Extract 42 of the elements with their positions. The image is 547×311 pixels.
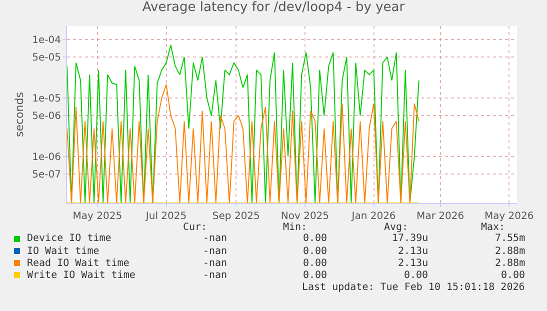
text: 0.00 — [303, 270, 328, 281]
y-axis-title: seconds — [12, 92, 26, 137]
line-series — [67, 44, 420, 203]
y-tick-label: 1e-04 — [32, 34, 61, 46]
text: Max: — [481, 222, 506, 233]
legend-label: IO Wait time — [27, 246, 100, 257]
y-tick-label: 1e-06 — [32, 152, 61, 163]
text: 2.13u — [398, 258, 428, 269]
text: 0.00 — [404, 270, 428, 281]
text: 0.00 — [501, 270, 526, 281]
text: Last update: Tue Feb 10 15:01:18 2026 — [302, 282, 525, 293]
x-tick-label: Nov 2025 — [280, 211, 330, 222]
x-tick-label: Sep 2025 — [212, 211, 260, 222]
text: 0.00 — [303, 233, 328, 244]
line-series — [67, 84, 420, 203]
text: 0.00 — [303, 246, 328, 257]
text: Avg: — [384, 222, 408, 233]
text: 2.88m — [495, 246, 526, 257]
text: 0.00 — [303, 258, 328, 269]
text: 17.39u — [392, 233, 428, 244]
text: 7.55m — [495, 233, 526, 244]
x-tick-label: Jul 2025 — [144, 211, 187, 222]
chart-title: Average latency for /dev/loop4 - by year — [142, 0, 406, 16]
text: -nan — [203, 270, 228, 281]
legend-label: Read IO Wait time — [27, 258, 130, 269]
legend-label: Write IO Wait time — [27, 270, 136, 281]
y-tick-label: 5e-05 — [32, 52, 61, 64]
x-tick-label: May 2026 — [484, 211, 534, 222]
text: -nan — [203, 258, 228, 269]
x-tick-label: Jan 2026 — [350, 211, 396, 222]
text: 2.88m — [495, 258, 526, 269]
text: Cur: — [183, 222, 208, 233]
x-tick-label: May 2025 — [72, 211, 122, 222]
text: 2.13u — [398, 246, 428, 257]
legend-label: Device IO time — [27, 233, 112, 244]
y-tick-label: 1e-05 — [32, 93, 61, 104]
text: -nan — [203, 246, 228, 257]
y-tick-label: 5e-06 — [32, 111, 61, 122]
y-tick-label: 5e-07 — [32, 170, 61, 181]
x-tick-label: Mar 2026 — [416, 211, 464, 222]
text: -nan — [203, 233, 228, 244]
text: Min: — [283, 222, 308, 233]
